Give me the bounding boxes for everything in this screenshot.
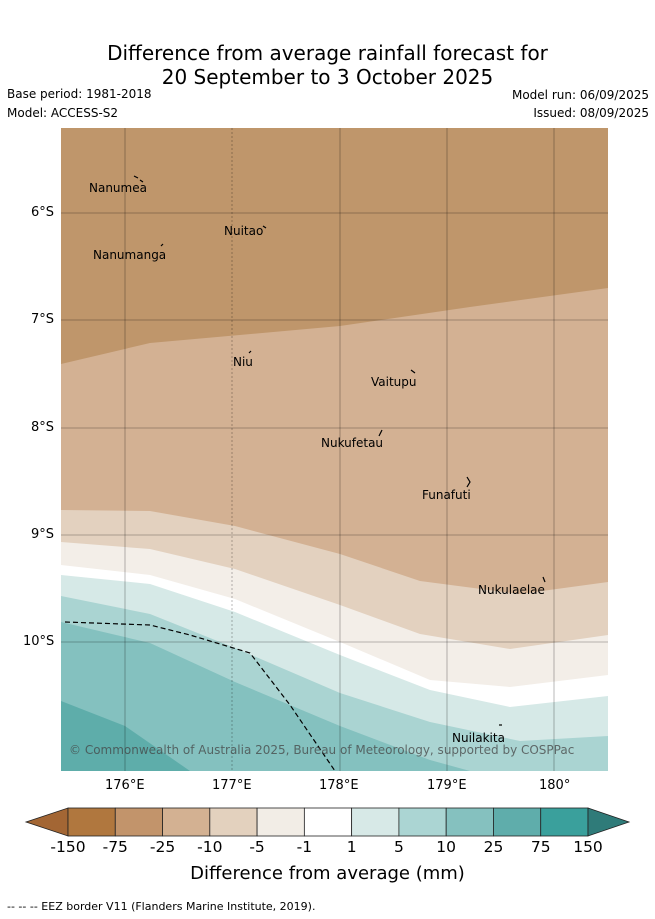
place-label: Vaitupu <box>371 375 417 389</box>
colorbar-tick-label: 10 <box>436 838 457 856</box>
lon-label: 176°E <box>105 778 145 793</box>
place-label: Nanumea <box>89 181 147 195</box>
funafuti-island <box>466 476 471 488</box>
nukulaelae-island <box>542 576 546 583</box>
lon-label: 177°E <box>212 778 252 793</box>
place-label: Funafuti <box>422 488 471 502</box>
lon-label: 178°E <box>319 778 359 793</box>
place-labels: Nanumea Nuitao Nanumanga Niu Vaitupu Nuk… <box>89 181 545 745</box>
colorbar-tick-label: -10 <box>197 838 223 856</box>
colorbar-title: Difference from average (mm) <box>190 863 465 884</box>
colorbar-cell <box>114 807 163 837</box>
issued-date: Issued: 08/09/2025 <box>533 106 649 120</box>
eez-border <box>64 621 336 772</box>
colorbar-cell <box>67 807 116 837</box>
colorbar-cell <box>209 807 258 837</box>
colorbar-extend-low <box>24 807 69 837</box>
place-label: Nanumanga <box>93 248 166 262</box>
place-label: Nuilakita <box>452 731 505 745</box>
colorbar-cell <box>256 807 305 837</box>
place-label: Niu <box>233 355 253 369</box>
lat-label: 6°S <box>31 205 55 220</box>
lat-label: 8°S <box>31 420 55 435</box>
lat-label: 9°S <box>31 527 55 542</box>
colorbar-tick-label: 25 <box>483 838 504 856</box>
nanumea-island <box>133 175 144 183</box>
nanumanga-island <box>160 243 164 247</box>
place-label: Nuitao <box>224 224 263 238</box>
rainfall-contours <box>61 128 608 771</box>
colorbar <box>24 807 631 837</box>
colorbar-cell <box>540 807 589 837</box>
lon-label: 180° <box>539 778 571 793</box>
colorbar-tick-label: 75 <box>530 838 551 856</box>
island-outlines <box>133 175 546 726</box>
map-title-line1: Difference from average rainfall forecas… <box>107 41 548 65</box>
map-gridlines <box>61 128 608 771</box>
map-title-line2: 20 September to 3 October 2025 <box>161 65 494 89</box>
colorbar-cell <box>445 807 494 837</box>
place-label: Nukufetau <box>321 436 383 450</box>
colorbar-tick-label: 5 <box>393 838 404 856</box>
base-period: Base period: 1981-2018 <box>7 87 152 101</box>
lat-label: 7°S <box>31 312 55 327</box>
vaitupu-island <box>410 369 416 374</box>
nuitao-island <box>262 225 267 229</box>
colorbar-cell <box>162 807 211 837</box>
colorbar-extend-high <box>587 807 631 837</box>
colorbar-cell <box>303 807 353 837</box>
nukufetau-island <box>378 429 383 437</box>
lon-label: 179°E <box>427 778 467 793</box>
colorbar-cell <box>351 807 400 837</box>
band-75-to-150 <box>61 701 190 771</box>
colorbar-tick-label: -150 <box>50 838 86 856</box>
colorbar-tick-label: -75 <box>102 838 128 856</box>
place-label: Nukulaelae <box>478 583 545 597</box>
lat-label: 10°S <box>23 634 55 649</box>
model-name: Model: ACCESS-S2 <box>7 106 119 120</box>
band-25-to-75 <box>61 622 470 771</box>
colorbar-tick-label: 1 <box>346 838 357 856</box>
colorbar-cell <box>493 807 542 837</box>
colorbar-tick-label: -5 <box>249 838 265 856</box>
colorbar-tick-label: -25 <box>149 838 176 856</box>
colorbar-tick-label: -1 <box>296 838 313 856</box>
copyright-notice: © Commonwealth of Australia 2025, Bureau… <box>69 743 574 757</box>
niu-island <box>248 350 252 354</box>
colorbar-tick-label: 150 <box>573 838 603 856</box>
colorbar-cell <box>398 807 447 837</box>
model-run: Model run: 06/09/2025 <box>511 88 649 102</box>
eez-legend-note: -- -- -- EEZ border V11 (Flanders Marine… <box>7 900 316 913</box>
